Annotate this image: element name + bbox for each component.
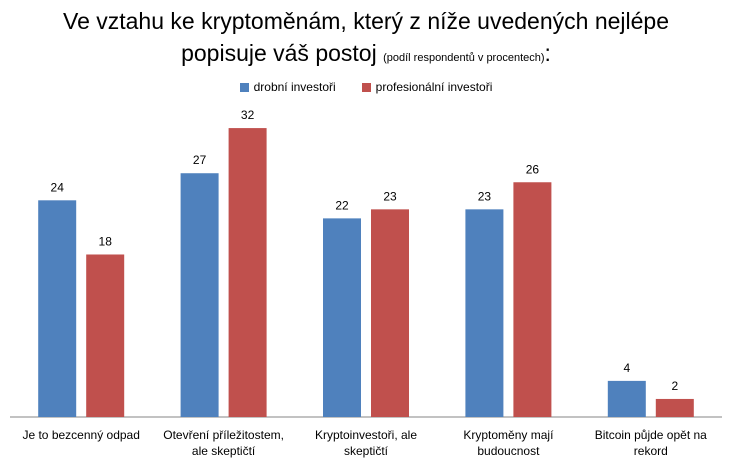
chart-title-line-2: popisuje váš postoj (podíl respondentů v… [0,40,732,67]
category-label-4-line-1: rekord [633,444,668,458]
category-label-0: Je to bezcenný odpad [11,427,151,443]
bar-s1-c0 [86,254,125,417]
chart-title-line-1: Ve vztahu ke kryptoměnám, který z níže u… [63,8,669,34]
category-label-4-line-0: Bitcoin půjde opět na [594,428,707,442]
data-label-s1-c4: 2 [671,379,678,393]
bar-s1-c2 [371,209,409,417]
category-label-3: Kryptoměny mají budoucnost [438,427,578,459]
category-label-4: Bitcoin půjde opět na rekord [581,427,721,459]
bar-s1-c3 [513,182,552,417]
chart-title-colon: : [544,40,551,66]
category-label-2-line-0: Kryptoinvestoři, ale [314,428,418,442]
category-label-0-line-0: Je to bezcenný odpad [22,428,140,442]
bar-s0-c4 [607,380,646,417]
legend-label-professional: profesionální investoři [375,80,493,94]
category-label-1-line-1: ale skeptičtí [191,444,256,458]
legend-item-professional: profesionální investoři [361,80,493,94]
category-label-1: Otevření příležitostem, ale skeptičtí [154,427,294,459]
data-label-s1-c3: 26 [526,162,540,176]
bar-s1-c4 [655,398,694,417]
data-label-s1-c2: 23 [383,189,397,203]
bar-s0-c2 [323,218,361,417]
category-label-1-line-0: Otevření příležitostem, [163,428,284,442]
data-label-s0-c4: 4 [623,361,630,375]
category-label-3-line-0: Kryptoměny mají [463,428,554,442]
bar-s1-c1 [228,128,267,418]
legend-swatch-professional [361,82,371,92]
category-label-3-line-1: budoucnost [477,444,540,458]
legend-item-retail: drobní investoři [239,80,336,94]
bar-s0-c3 [465,209,504,417]
legend: drobní investoři profesionální investoři [0,80,732,94]
legend-swatch-retail [239,82,249,92]
chart-title-main-2: popisuje váš postoj [181,40,377,66]
data-label-s0-c3: 23 [478,189,492,203]
bar-s0-c0 [38,200,77,417]
bar-s0-c1 [180,173,219,417]
data-label-s1-c0: 18 [99,234,113,248]
data-label-s1-c1: 32 [241,108,255,122]
category-label-2: Kryptoinvestoři, ale skeptičtí [296,427,436,459]
legend-label-retail: drobní investoři [253,80,336,94]
chart-subtitle: (podíl respondentů v procentech) [383,52,545,64]
data-label-s0-c2: 22 [335,198,349,212]
data-label-s0-c0: 24 [51,180,65,194]
category-label-2-line-1: skeptičtí [343,444,388,458]
data-label-s0-c1: 27 [193,153,207,167]
